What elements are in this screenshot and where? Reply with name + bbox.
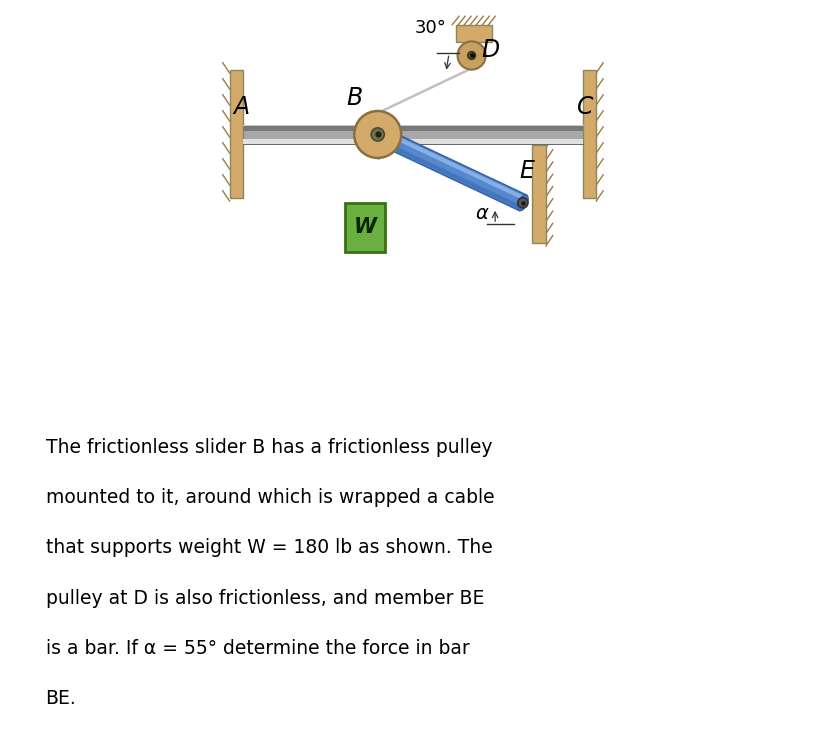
Circle shape	[517, 198, 528, 208]
Text: pulley at D is also frictionless, and member BE: pulley at D is also frictionless, and me…	[45, 589, 483, 608]
Circle shape	[370, 128, 384, 141]
Ellipse shape	[517, 195, 528, 210]
Text: is a bar. If α = 55° determine the force in bar: is a bar. If α = 55° determine the force…	[45, 639, 469, 658]
Circle shape	[354, 111, 401, 158]
Bar	[243, 125, 582, 144]
Bar	[582, 71, 595, 199]
Bar	[229, 71, 243, 199]
Text: B: B	[346, 86, 362, 110]
Bar	[455, 25, 491, 42]
Text: that supports weight W = 180 lb as shown. The: that supports weight W = 180 lb as shown…	[45, 539, 492, 557]
Polygon shape	[378, 128, 525, 200]
Text: D: D	[480, 38, 499, 63]
Text: W: W	[353, 217, 376, 237]
Text: The frictionless slider B has a frictionless pulley: The frictionless slider B has a friction…	[45, 438, 491, 457]
Bar	[243, 126, 582, 131]
Polygon shape	[374, 127, 526, 210]
Text: A: A	[232, 95, 249, 118]
Text: BE.: BE.	[45, 689, 76, 708]
Text: α: α	[475, 204, 487, 223]
Ellipse shape	[372, 127, 383, 142]
Bar	[532, 145, 545, 244]
Bar	[370, 123, 384, 146]
Bar	[344, 203, 385, 252]
Circle shape	[467, 52, 475, 60]
Text: 30°: 30°	[414, 18, 447, 37]
Text: mounted to it, around which is wrapped a cable: mounted to it, around which is wrapped a…	[45, 488, 494, 507]
Circle shape	[457, 41, 485, 70]
Text: E: E	[519, 159, 534, 183]
Polygon shape	[374, 137, 521, 209]
Text: C: C	[576, 95, 592, 118]
Bar	[243, 138, 582, 144]
